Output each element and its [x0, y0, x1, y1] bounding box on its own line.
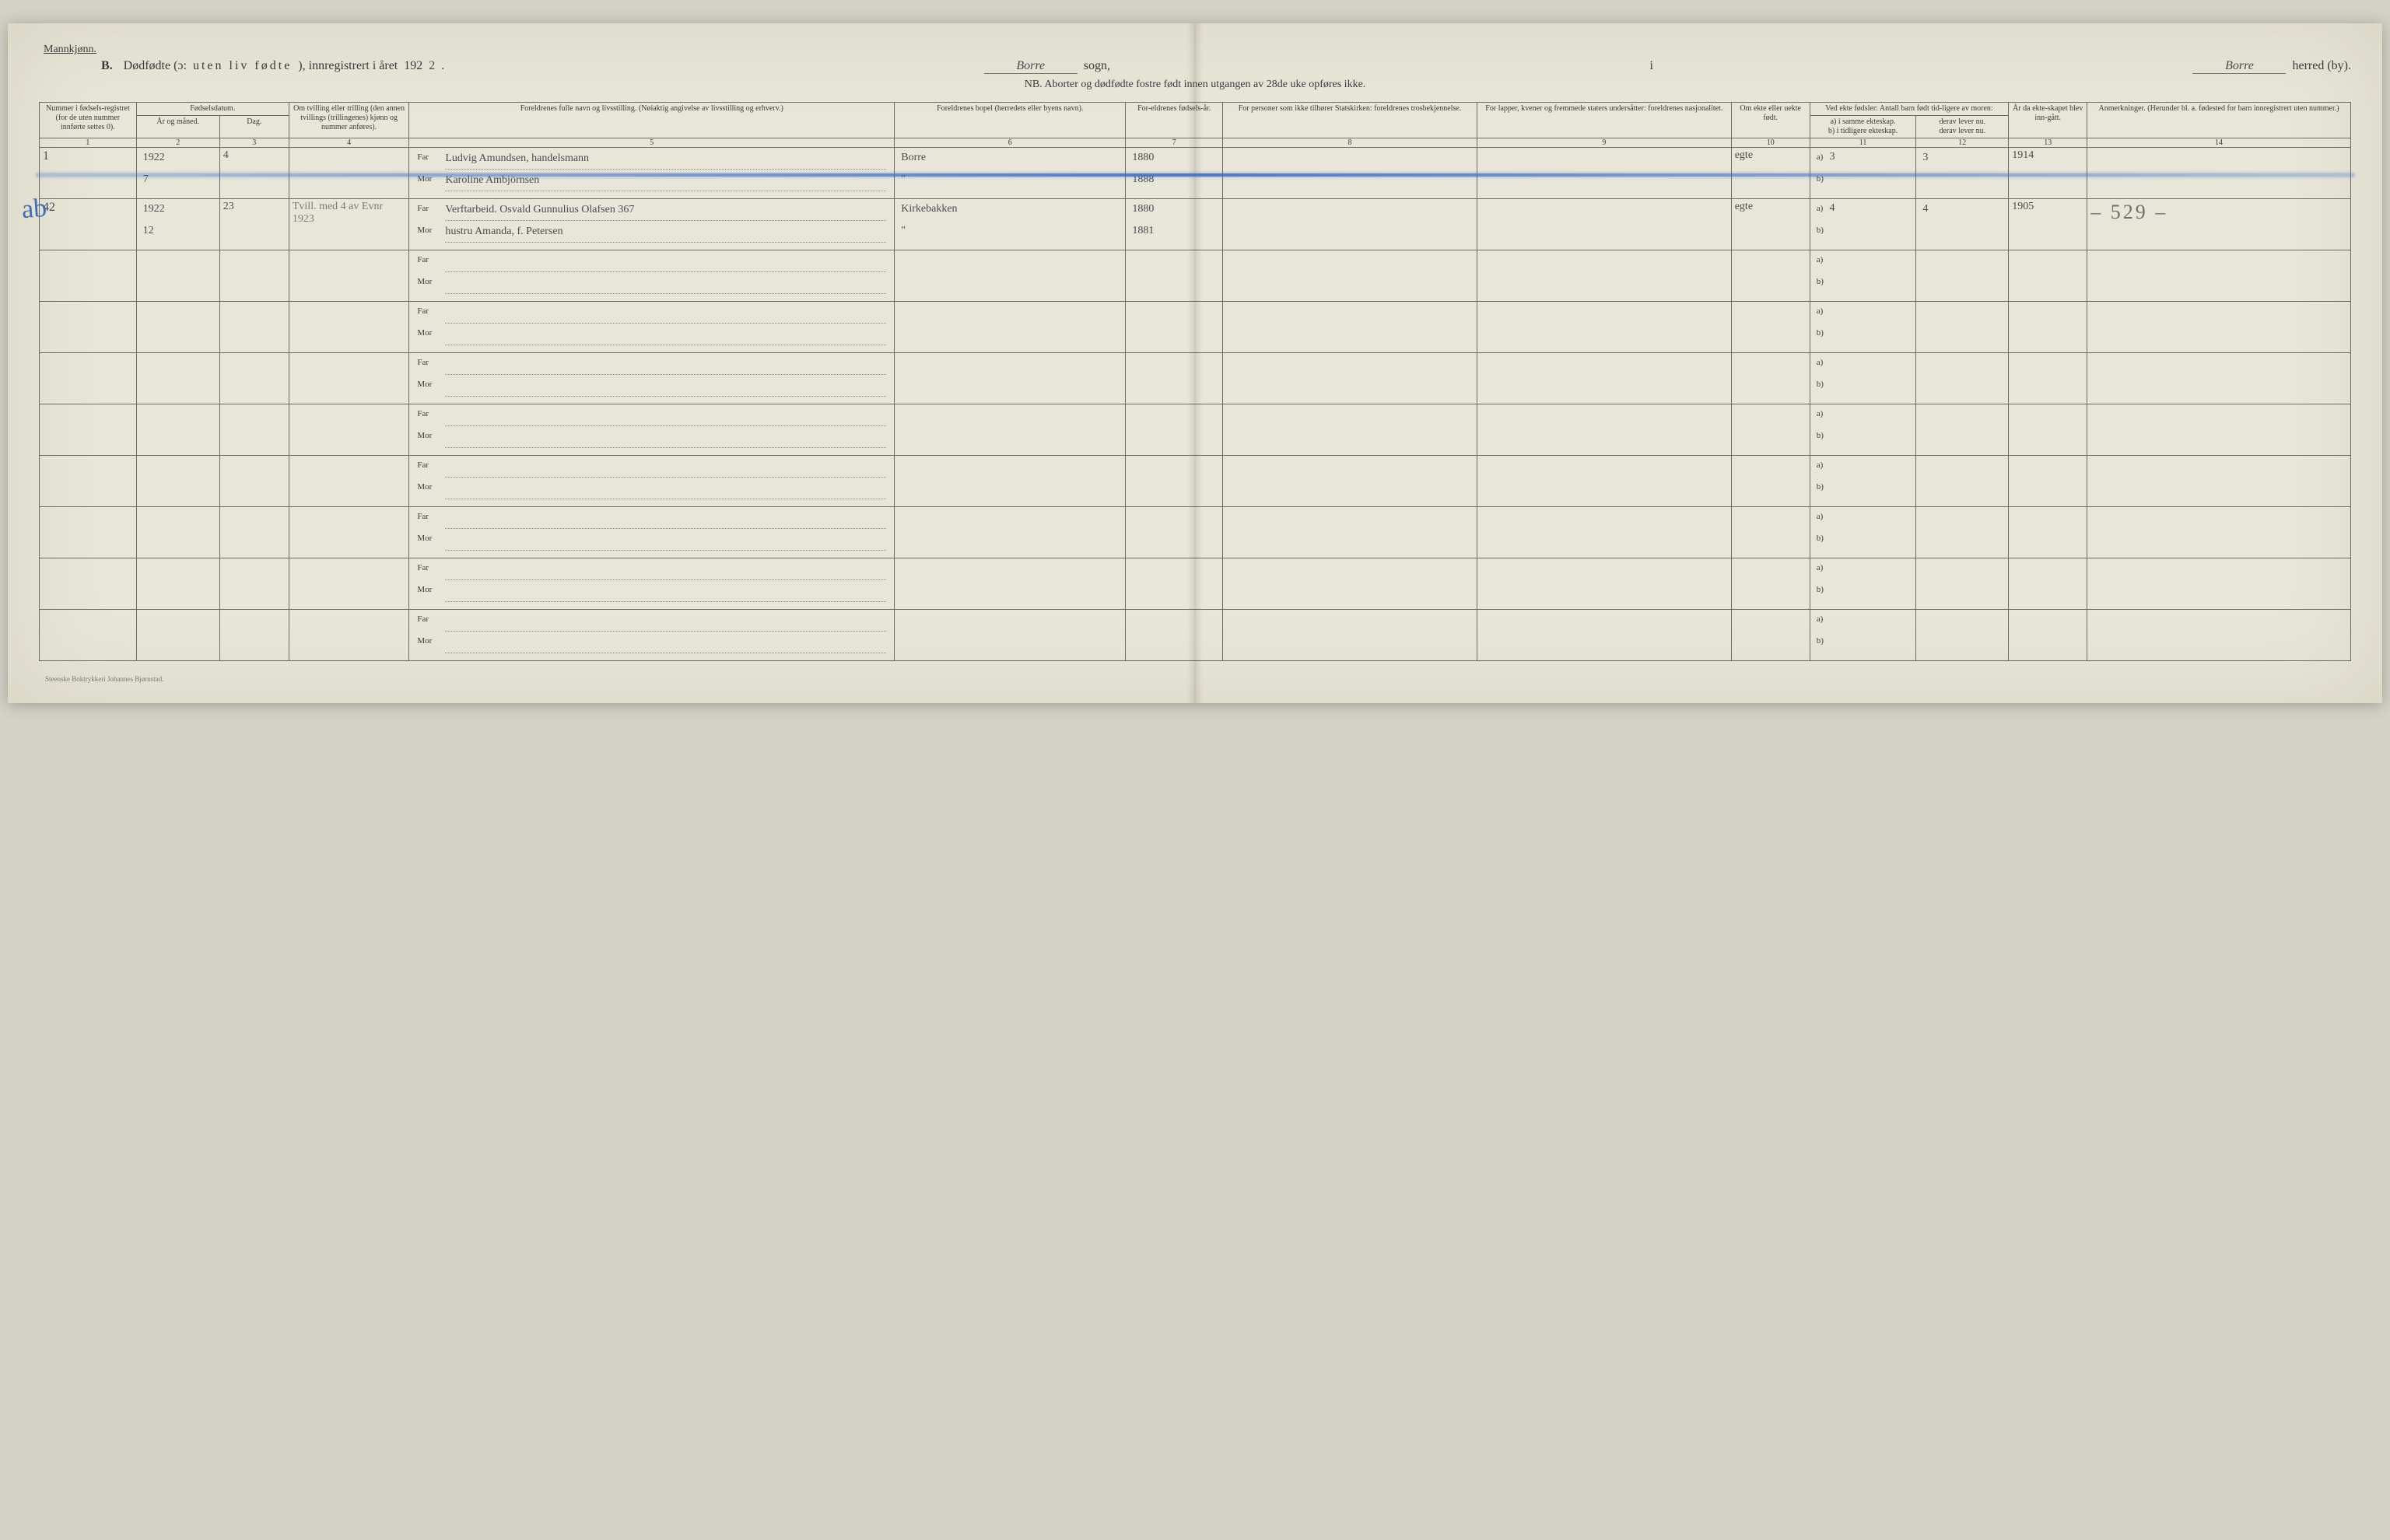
- table-head: Nummer i fødsels-registret (for de uten …: [40, 103, 2351, 148]
- cell-marriage-year: 1914: [2009, 148, 2087, 199]
- herred-value: Borre: [2192, 59, 2286, 74]
- cell-marriage-year: 1905: [2009, 199, 2087, 250]
- sogn-value: Borre: [984, 59, 1078, 74]
- column-number: 4: [289, 138, 408, 148]
- col-10-header: Om ekte eller uekte født.: [1731, 103, 1810, 138]
- section-letter: B.: [101, 59, 113, 73]
- col-6-header: Foreldrenes bopel (herredets eller byens…: [895, 103, 1126, 138]
- title-part-2: ), innregistrert i året: [298, 59, 398, 73]
- col-1-header: Nummer i fødsels-registret (for de uten …: [40, 103, 137, 138]
- table-row: Far Mor a) b): [40, 610, 2351, 661]
- title-year-hand: 2: [429, 59, 435, 73]
- table-row: Far Mor a) b): [40, 558, 2351, 610]
- cell-remarks: – 529 –: [2087, 199, 2351, 250]
- title-period: .: [441, 59, 444, 73]
- table-row: Far Mor a) b): [40, 404, 2351, 456]
- table-row: Far Mor a) b): [40, 353, 2351, 404]
- table-row: Far Mor a) b): [40, 250, 2351, 302]
- cell-legitimacy: egte: [1731, 148, 1810, 199]
- title-part-1: Dødfødte (ɔ:: [124, 59, 187, 73]
- col-9-header: For lapper, kvener og fremmede staters u…: [1477, 103, 1731, 138]
- sogn-label: sogn,: [1084, 59, 1110, 73]
- column-number: 9: [1477, 138, 1731, 148]
- table-body: 1192274 FarLudvig Amundsen, handelsmann …: [40, 148, 2351, 661]
- col-2a-header: År og måned.: [136, 116, 219, 138]
- col-2-header-top: Fødselsdatum.: [136, 103, 289, 116]
- col-2b-header: Dag.: [219, 116, 289, 138]
- cell-religion: [1223, 199, 1477, 250]
- col-11a-header: a) i samme ekteskap.: [1814, 117, 1913, 127]
- col-4-header: Om tvilling eller trilling (den annen tv…: [289, 103, 408, 138]
- column-number: 1: [40, 138, 137, 148]
- col-8-header: For personer som ikke tilhører Statskirk…: [1223, 103, 1477, 138]
- register-page: Mannkjønn. B. Dødfødte (ɔ: uten liv født…: [8, 23, 2382, 703]
- margin-annotation: ab: [21, 194, 48, 225]
- form-title-line: B. Dødfødte (ɔ: uten liv fødte ), innreg…: [39, 59, 2351, 74]
- column-number: 14: [2087, 138, 2351, 148]
- column-number: 12: [1916, 138, 2009, 148]
- cell-nationality: [1477, 148, 1731, 199]
- column-number: 2: [136, 138, 219, 148]
- col-5-header: Foreldrenes fulle navn og livsstilling. …: [409, 103, 895, 138]
- cell-number: 42: [40, 199, 137, 250]
- cell-religion: [1223, 148, 1477, 199]
- herred-label: herred (by).: [2292, 59, 2351, 73]
- col-13-header: År da ekte-skapet blev inn-gått.: [2009, 103, 2087, 138]
- registry-table: Nummer i fødsels-registret (for de uten …: [39, 102, 2351, 661]
- table-row: Far Mor a) b): [40, 456, 2351, 507]
- title-spaced: uten liv fødte: [193, 59, 292, 73]
- column-number: 11: [1810, 138, 1916, 148]
- i-separator: i: [1650, 59, 1653, 73]
- column-number-row: 1234567891011121314: [40, 138, 2351, 148]
- title-year-print: 192: [404, 59, 422, 73]
- column-number: 3: [219, 138, 289, 148]
- cell-twin: [289, 148, 408, 199]
- nb-note: NB. Aborter og dødfødte fostre født inne…: [39, 79, 2351, 91]
- gender-heading: Mannkjønn.: [44, 44, 2351, 56]
- col-12-header: derav lever nu. derav lever nu.: [1916, 116, 2009, 138]
- col-11-header-top: Ved ekte fødsler: Antall barn født tid-l…: [1810, 103, 2008, 116]
- column-number: 5: [409, 138, 895, 148]
- cell-nationality: [1477, 199, 1731, 250]
- cell-day: 23: [219, 199, 289, 250]
- col-11b-header: b) i tidligere ekteskap.: [1814, 127, 1913, 136]
- table-row: 4219221223Tvill. med 4 av Evnr 1923 FarV…: [40, 199, 2351, 250]
- col-12a-header: derav lever nu.: [1919, 117, 2005, 127]
- column-number: 7: [1126, 138, 1223, 148]
- cell-number: 1: [40, 148, 137, 199]
- col-7-header: For-eldrenes fødsels-år.: [1126, 103, 1223, 138]
- column-number: 10: [1731, 138, 1810, 148]
- cell-legitimacy: egte: [1731, 199, 1810, 250]
- column-number: 13: [2009, 138, 2087, 148]
- col-14-header: Anmerkninger. (Herunder bl. a. fødested …: [2087, 103, 2351, 138]
- cell-remarks: [2087, 148, 2351, 199]
- column-number: 6: [895, 138, 1126, 148]
- cell-day: 4: [219, 148, 289, 199]
- column-number: 8: [1223, 138, 1477, 148]
- printer-credit: Steenske Boktrykkeri Johannes Bjørnstad.: [39, 675, 2351, 683]
- col-12b-header: derav lever nu.: [1919, 127, 2005, 136]
- col-11-header: a) i samme ekteskap. b) i tidligere ekte…: [1810, 116, 1916, 138]
- table-row: 1192274 FarLudvig Amundsen, handelsmann …: [40, 148, 2351, 199]
- table-row: Far Mor a) b): [40, 302, 2351, 353]
- table-row: Far Mor a) b): [40, 507, 2351, 558]
- cell-twin: Tvill. med 4 av Evnr 1923: [289, 199, 408, 250]
